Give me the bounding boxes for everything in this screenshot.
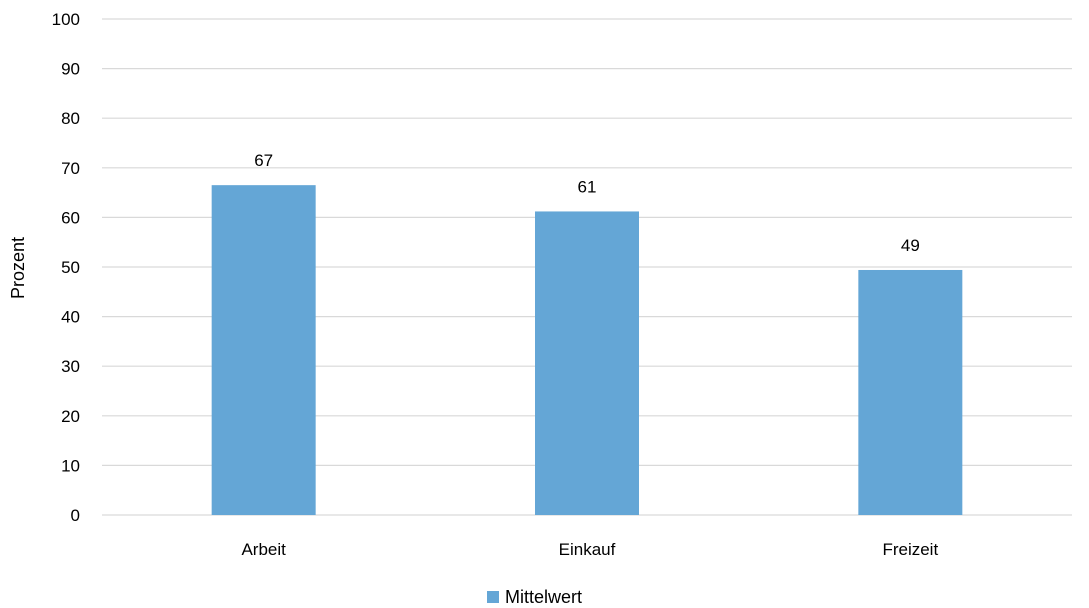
y-tick-label: 30 <box>61 357 80 376</box>
data-label: 49 <box>901 236 920 255</box>
data-label: 61 <box>578 177 597 196</box>
y-tick-label: 90 <box>61 60 80 79</box>
legend-label: Mittelwert <box>505 587 582 607</box>
data-label: 67 <box>254 151 273 170</box>
bar-arbeit <box>211 185 316 515</box>
legend-swatch <box>487 591 499 603</box>
y-tick-label: 10 <box>61 456 80 475</box>
y-tick-label: 80 <box>61 109 80 128</box>
y-tick-label: 100 <box>52 10 80 29</box>
y-tick-label: 40 <box>61 308 80 327</box>
y-tick-label: 20 <box>61 407 80 426</box>
y-tick-label: 50 <box>61 258 80 277</box>
x-axis-categories: Arbeit Einkauf Freizeit <box>241 540 938 559</box>
x-category-label: Freizeit <box>882 540 938 559</box>
y-tick-label: 70 <box>61 159 80 178</box>
x-category-label: Arbeit <box>241 540 286 559</box>
bar-freizeit <box>858 269 963 515</box>
y-axis-title: Prozent <box>8 237 28 299</box>
y-tick-label: 60 <box>61 208 80 227</box>
bars <box>211 185 963 515</box>
legend: Mittelwert <box>487 587 582 607</box>
data-labels: 67 61 49 <box>254 151 920 255</box>
x-category-label: Einkauf <box>559 540 616 559</box>
bar-einkauf <box>535 211 639 515</box>
y-tick-label: 0 <box>71 506 80 525</box>
y-axis-ticks: 0 10 20 30 40 50 60 70 80 90 100 <box>52 10 80 525</box>
